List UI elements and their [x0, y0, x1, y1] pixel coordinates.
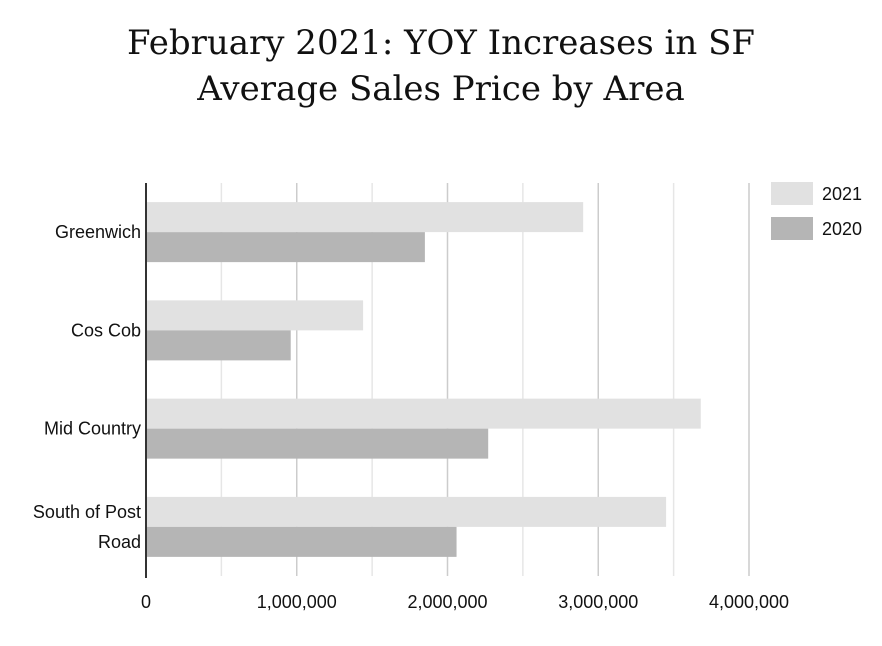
x-tick-label: 3,000,000	[558, 592, 638, 612]
chart-title: February 2021: YOY Increases in SF Avera…	[0, 20, 882, 112]
y-tick-label: Road	[98, 532, 141, 552]
x-tick-label: 0	[141, 592, 151, 612]
bar-2020-cos-cob	[146, 330, 291, 361]
legend-label: 2020	[822, 219, 862, 239]
bar-2020-south-of-post-road	[146, 526, 457, 557]
x-tick-label: 1,000,000	[257, 592, 337, 612]
x-tick-label: 4,000,000	[709, 592, 789, 612]
legend-swatch-2021	[771, 182, 813, 205]
y-tick-label: Greenwich	[55, 222, 141, 242]
bar-2020-mid-country	[146, 428, 489, 459]
chart-title-line-1: February 2021: YOY Increases in SF	[127, 23, 755, 63]
chart-title-line-2: Average Sales Price by Area	[197, 69, 685, 109]
bar-2021-greenwich	[146, 202, 584, 233]
x-tick-label: 2,000,000	[407, 592, 487, 612]
legend-label: 2021	[822, 184, 862, 204]
y-tick-label: South of Post	[33, 502, 141, 522]
bar-2021-south-of-post-road	[146, 496, 667, 527]
legend-swatch-2020	[771, 217, 813, 240]
y-tick-label: Cos Cob	[71, 320, 141, 340]
bar-2021-cos-cob	[146, 300, 364, 331]
bar-2020-greenwich	[146, 232, 425, 263]
bar-2021-mid-country	[146, 398, 701, 429]
y-tick-label: Mid Country	[44, 419, 141, 439]
